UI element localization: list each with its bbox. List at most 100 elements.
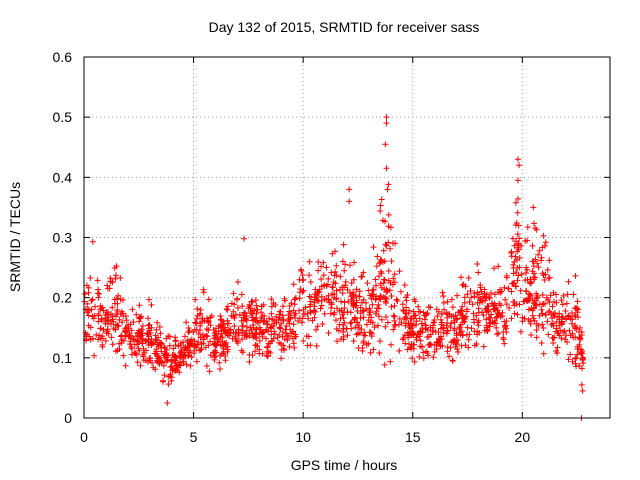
data-point xyxy=(207,338,214,345)
data-point xyxy=(403,315,410,322)
data-point xyxy=(479,298,486,305)
data-point xyxy=(444,328,451,335)
data-point xyxy=(235,326,242,333)
data-point xyxy=(252,297,259,304)
data-point xyxy=(183,345,190,352)
axis-ticks xyxy=(83,56,610,419)
data-point xyxy=(123,329,130,336)
data-point xyxy=(230,290,237,297)
data-point xyxy=(567,351,574,358)
data-point xyxy=(407,325,414,332)
data-point xyxy=(458,328,465,335)
data-point xyxy=(378,270,385,277)
data-point xyxy=(441,306,448,313)
data-point xyxy=(116,346,123,353)
data-point xyxy=(522,287,529,294)
data-point xyxy=(514,209,521,216)
data-point xyxy=(522,270,529,277)
data-point xyxy=(173,362,180,369)
data-point xyxy=(458,274,465,281)
data-point xyxy=(169,367,176,374)
data-point xyxy=(219,334,226,341)
data-point xyxy=(188,353,195,360)
data-point xyxy=(115,292,122,299)
data-point xyxy=(448,296,455,303)
data-point xyxy=(207,322,214,329)
data-point xyxy=(240,317,247,324)
data-point xyxy=(512,222,519,229)
data-point xyxy=(528,331,535,338)
x-tick-label: 10 xyxy=(295,429,311,445)
data-point xyxy=(452,340,459,347)
data-point xyxy=(203,363,210,370)
data-point xyxy=(231,301,238,308)
data-point-outlier xyxy=(514,156,521,163)
data-point xyxy=(135,338,142,345)
data-point xyxy=(435,329,442,336)
y-tick-label: 0.1 xyxy=(53,350,73,366)
data-point xyxy=(411,312,418,319)
data-point xyxy=(343,325,350,332)
data-point xyxy=(292,310,299,317)
data-point xyxy=(462,283,469,290)
data-point xyxy=(501,284,508,291)
data-point xyxy=(366,305,373,312)
data-point xyxy=(217,341,224,348)
data-point xyxy=(166,342,173,349)
data-point xyxy=(413,318,420,325)
data-point xyxy=(565,356,572,363)
data-point xyxy=(231,323,238,330)
data-point xyxy=(488,311,495,318)
data-point xyxy=(530,220,537,227)
data-point xyxy=(440,293,447,300)
data-point xyxy=(420,355,427,362)
data-point xyxy=(540,232,547,239)
data-point xyxy=(239,329,246,336)
data-point xyxy=(372,282,379,289)
data-point xyxy=(323,282,330,289)
data-point xyxy=(149,359,156,366)
y-tick-label: 0.3 xyxy=(53,230,73,246)
data-point xyxy=(328,269,335,276)
data-point xyxy=(510,280,517,287)
data-point xyxy=(553,325,560,332)
data-point xyxy=(207,352,214,359)
data-point xyxy=(400,308,407,315)
data-point xyxy=(203,332,210,339)
data-point xyxy=(85,289,92,296)
data-point xyxy=(128,327,135,334)
data-point xyxy=(314,289,321,296)
data-point xyxy=(449,357,456,364)
data-point xyxy=(165,373,172,380)
data-point xyxy=(271,328,278,335)
data-point xyxy=(390,312,397,319)
data-point xyxy=(465,274,472,281)
data-point xyxy=(138,326,145,333)
data-point xyxy=(259,330,266,337)
data-point xyxy=(145,322,152,329)
data-point xyxy=(543,294,550,301)
data-point xyxy=(483,316,490,323)
data-point xyxy=(566,313,572,320)
data-point xyxy=(481,286,488,293)
data-point xyxy=(459,282,466,289)
data-point xyxy=(366,329,373,336)
data-point xyxy=(353,302,360,309)
data-point xyxy=(98,315,105,322)
data-point xyxy=(367,309,374,316)
data-point xyxy=(570,334,577,341)
data-point xyxy=(129,335,136,342)
data-point xyxy=(399,336,406,343)
data-point xyxy=(277,325,284,332)
data-point xyxy=(318,302,325,309)
data-point xyxy=(122,312,129,319)
data-point xyxy=(376,338,383,345)
data-point xyxy=(518,271,525,278)
data-point xyxy=(109,304,116,311)
data-point xyxy=(421,316,428,323)
data-point xyxy=(207,314,214,321)
data-point xyxy=(500,336,507,343)
data-point xyxy=(89,313,96,320)
data-point xyxy=(545,275,552,282)
data-point xyxy=(156,354,163,361)
